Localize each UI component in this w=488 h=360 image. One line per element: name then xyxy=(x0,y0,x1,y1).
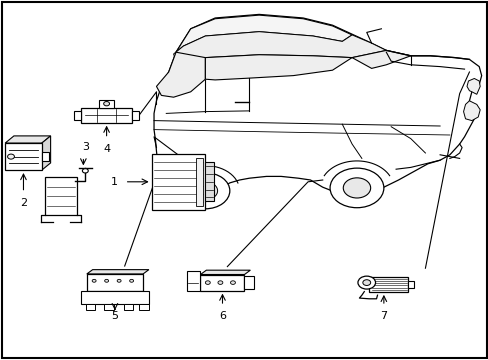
Bar xyxy=(186,271,200,291)
Bar xyxy=(81,108,132,123)
Text: 1: 1 xyxy=(110,177,117,187)
Polygon shape xyxy=(87,270,148,274)
Circle shape xyxy=(82,168,88,173)
Bar xyxy=(87,274,142,291)
Bar xyxy=(368,277,407,292)
Circle shape xyxy=(92,279,96,282)
Bar xyxy=(139,304,149,310)
Circle shape xyxy=(357,276,375,289)
Polygon shape xyxy=(466,78,479,94)
Bar xyxy=(85,304,95,310)
Polygon shape xyxy=(154,14,481,195)
Polygon shape xyxy=(173,32,386,61)
Polygon shape xyxy=(463,101,479,121)
Polygon shape xyxy=(5,136,51,143)
Text: 5: 5 xyxy=(111,311,118,321)
Polygon shape xyxy=(156,52,205,97)
Circle shape xyxy=(193,182,217,200)
Circle shape xyxy=(181,173,229,209)
Circle shape xyxy=(230,281,235,284)
Polygon shape xyxy=(176,15,351,52)
Bar xyxy=(244,276,254,289)
Bar xyxy=(5,143,41,170)
Text: 7: 7 xyxy=(380,311,386,321)
Text: 3: 3 xyxy=(81,142,89,152)
Circle shape xyxy=(329,168,383,208)
Circle shape xyxy=(103,102,109,106)
Circle shape xyxy=(8,154,15,159)
Circle shape xyxy=(218,281,223,284)
Polygon shape xyxy=(195,158,203,206)
Polygon shape xyxy=(351,50,410,68)
Circle shape xyxy=(362,280,370,285)
Bar xyxy=(74,111,81,120)
Circle shape xyxy=(117,279,121,282)
Text: 4: 4 xyxy=(103,144,110,154)
Bar xyxy=(123,304,133,310)
Polygon shape xyxy=(41,136,51,170)
Bar xyxy=(151,154,205,210)
Circle shape xyxy=(129,279,133,282)
Bar xyxy=(132,111,139,120)
Polygon shape xyxy=(205,55,351,80)
Polygon shape xyxy=(200,270,250,274)
Bar xyxy=(81,291,149,304)
Bar xyxy=(104,304,114,310)
Bar xyxy=(99,100,114,108)
Bar xyxy=(45,177,77,215)
Bar xyxy=(407,281,413,288)
Circle shape xyxy=(343,178,370,198)
Bar xyxy=(205,162,214,201)
Text: 2: 2 xyxy=(20,198,27,208)
Bar xyxy=(41,152,49,161)
Text: 6: 6 xyxy=(219,311,225,321)
Circle shape xyxy=(104,279,108,282)
Bar xyxy=(200,274,244,291)
Circle shape xyxy=(205,281,210,284)
